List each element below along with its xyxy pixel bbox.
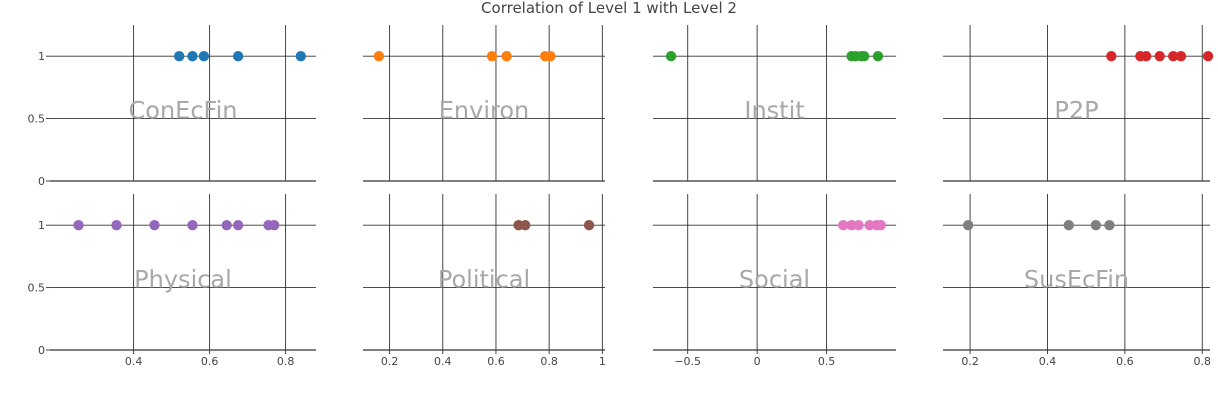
data-point-susecfin[interactable] bbox=[962, 220, 974, 231]
panel-conecfin: 0 0.5 1 ConEcFin bbox=[28, 25, 316, 188]
data-point-conecfin[interactable] bbox=[174, 51, 185, 62]
data-point-instit[interactable] bbox=[858, 51, 870, 62]
data-point-p2p[interactable] bbox=[1154, 51, 1165, 62]
data-point-physical[interactable] bbox=[187, 220, 198, 231]
data-point-environ[interactable] bbox=[501, 51, 512, 62]
x-tick-label: 0.2 bbox=[961, 355, 979, 368]
data-point-conecfin[interactable] bbox=[295, 51, 306, 62]
data-point-p2p[interactable] bbox=[1140, 51, 1152, 62]
panel-label-social: Social bbox=[739, 266, 810, 294]
x-tick-label: −0.5 bbox=[674, 355, 701, 368]
data-point-social[interactable] bbox=[838, 220, 849, 231]
data-point-p2p[interactable] bbox=[1202, 51, 1214, 62]
data-point-physical[interactable] bbox=[149, 220, 160, 231]
data-point-susecfin[interactable] bbox=[1104, 220, 1115, 231]
x-tick-label: 0.6 bbox=[487, 355, 505, 368]
data-point-physical[interactable] bbox=[269, 220, 280, 231]
data-point-p2p[interactable] bbox=[1175, 51, 1187, 62]
panel-label-p2p: P2P bbox=[1054, 97, 1098, 125]
y-tick-label: 0 bbox=[38, 175, 45, 188]
x-tick-label: 0.6 bbox=[1116, 355, 1134, 368]
panel-political: 0.2 0.4 0.6 0.8 1 Political bbox=[363, 194, 606, 368]
x-tick-label: 0.2 bbox=[381, 355, 399, 368]
x-tick-label: 0.4 bbox=[125, 355, 143, 368]
chart-title: Correlation of Level 1 with Level 2 bbox=[481, 0, 737, 17]
y-tick-label: 0 bbox=[38, 344, 45, 357]
panel-label-environ: Environ bbox=[439, 97, 529, 125]
y-tick-label: 0.5 bbox=[28, 282, 46, 295]
data-point-environ[interactable] bbox=[545, 51, 556, 62]
x-tick-label: 0.8 bbox=[277, 355, 295, 368]
panel-label-susecfin: SusEcFin bbox=[1024, 266, 1129, 294]
y-tick-label: 0.5 bbox=[28, 113, 46, 126]
data-point-physical[interactable] bbox=[232, 220, 244, 231]
panel-environ: Environ bbox=[363, 25, 605, 182]
data-point-instit[interactable] bbox=[872, 51, 884, 62]
data-point-susecfin[interactable] bbox=[1090, 220, 1102, 231]
data-point-conecfin[interactable] bbox=[198, 51, 210, 62]
panel-social: −0.5 0 0.5 Social bbox=[653, 194, 896, 368]
panel-physical: 0 0.5 1 0.4 0.6 0.8 Physical bbox=[28, 194, 316, 368]
panel-label-physical: Physical bbox=[134, 266, 232, 294]
x-tick-label: 0 bbox=[754, 355, 761, 368]
data-point-physical[interactable] bbox=[73, 220, 84, 231]
facet-panels: 0 0.5 1 ConEcFin Environ Instit P2P 0 0.5 1 0.4 0.6… bbox=[28, 25, 1214, 368]
x-tick-label: 0.5 bbox=[818, 355, 836, 368]
x-tick-label: 0.6 bbox=[201, 355, 219, 368]
y-tick-label: 1 bbox=[38, 50, 45, 63]
data-point-conecfin[interactable] bbox=[187, 51, 198, 62]
panel-susecfin: 0.2 0.4 0.6 0.8 SusEcFin bbox=[943, 194, 1211, 368]
data-point-physical[interactable] bbox=[111, 220, 122, 231]
data-point-environ[interactable] bbox=[486, 51, 498, 62]
data-point-p2p[interactable] bbox=[1106, 51, 1117, 62]
panel-label-conecfin: ConEcFin bbox=[129, 97, 238, 125]
data-point-social[interactable] bbox=[875, 220, 886, 231]
panel-instit: Instit bbox=[653, 25, 896, 182]
x-tick-label: 0.8 bbox=[540, 355, 558, 368]
data-point-social[interactable] bbox=[853, 220, 864, 231]
panel-label-instit: Instit bbox=[744, 97, 804, 125]
data-point-environ[interactable] bbox=[373, 51, 385, 62]
panel-p2p: P2P bbox=[943, 25, 1214, 182]
x-tick-label: 1 bbox=[599, 355, 606, 368]
data-point-instit[interactable] bbox=[665, 51, 677, 62]
x-tick-label: 0.4 bbox=[1039, 355, 1057, 368]
y-tick-label: 1 bbox=[38, 219, 45, 232]
x-tick-label: 0.4 bbox=[434, 355, 452, 368]
panel-label-political: Political bbox=[438, 266, 530, 294]
data-point-conecfin[interactable] bbox=[232, 51, 244, 62]
x-tick-label: 0.8 bbox=[1194, 355, 1212, 368]
data-point-political[interactable] bbox=[583, 220, 595, 231]
data-point-susecfin[interactable] bbox=[1063, 220, 1074, 231]
data-point-physical[interactable] bbox=[221, 220, 232, 231]
data-point-p2p[interactable] bbox=[1168, 51, 1179, 62]
data-point-political[interactable] bbox=[520, 220, 531, 231]
